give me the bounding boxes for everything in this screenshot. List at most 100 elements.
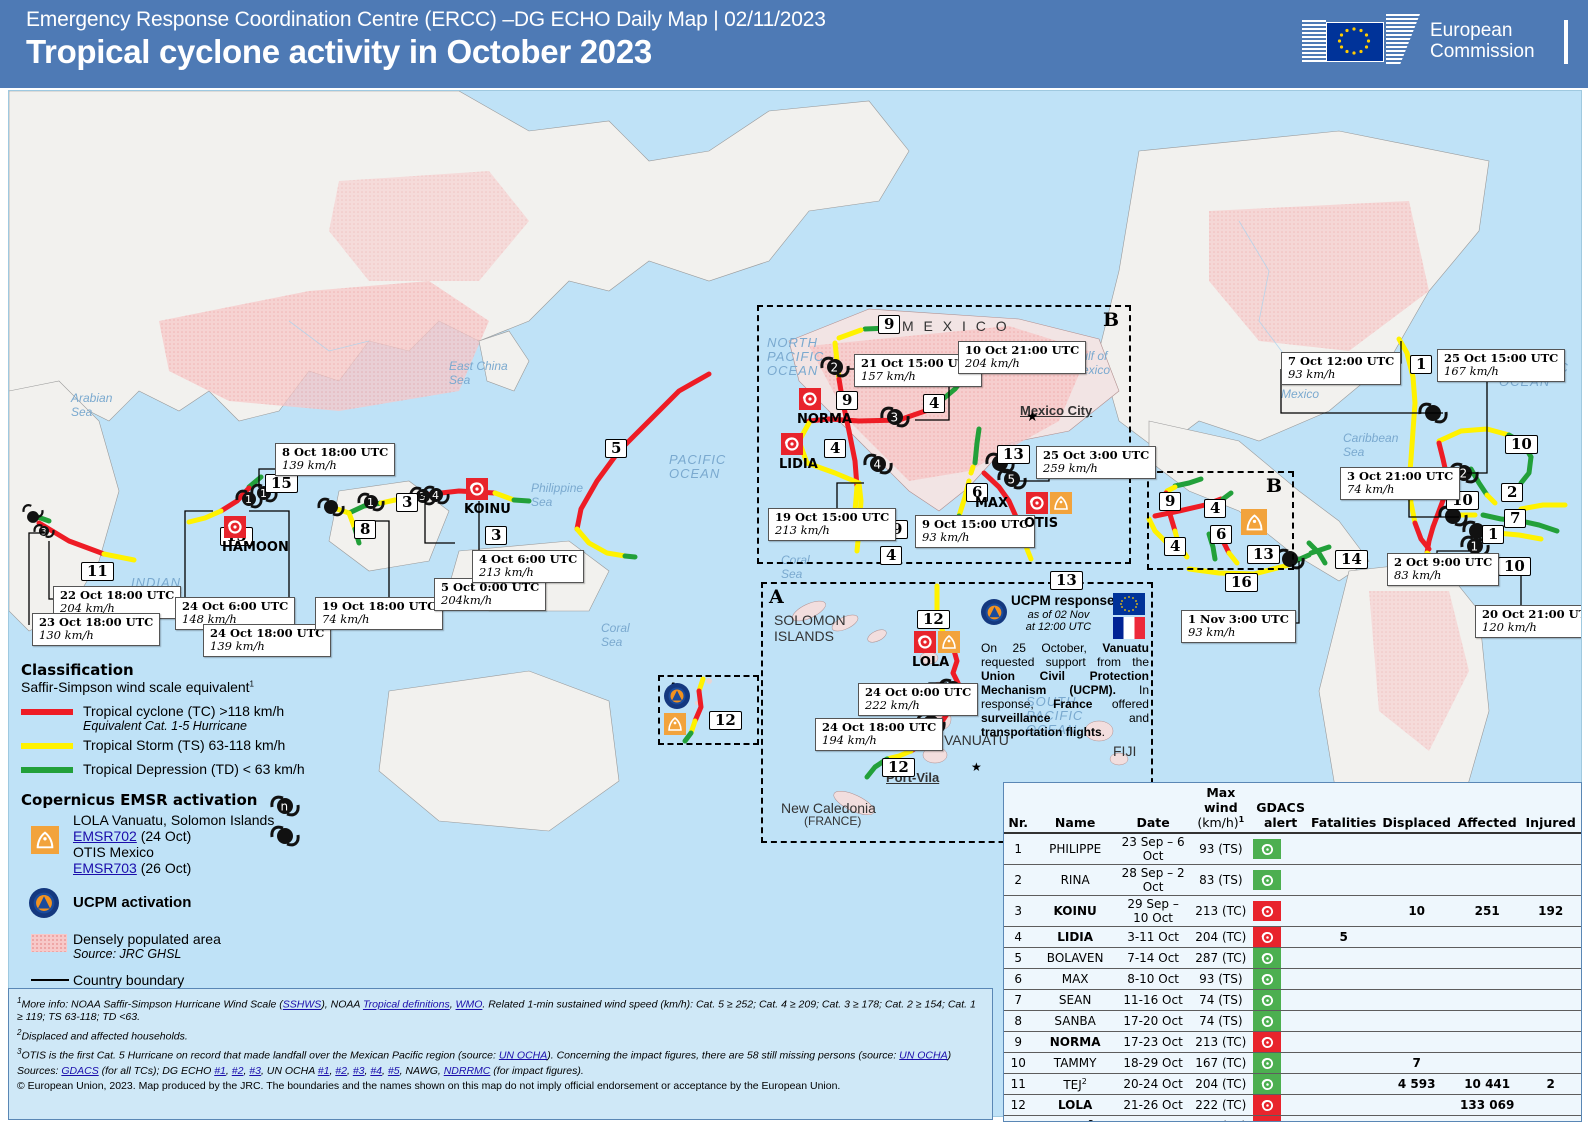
footnote-1: 1More info: NOAA Saffir-Simpson Hurrican… xyxy=(17,996,976,1023)
table-row[interactable]: 9 NORMA 17-23 Oct 213 (TC) xyxy=(1004,1031,1581,1054)
emsr703-link[interactable]: EMSR703 xyxy=(73,860,137,876)
unocha-link-1[interactable]: UN OCHA xyxy=(498,1049,548,1061)
table-cell-num xyxy=(1307,1073,1380,1096)
gdacs-alert-green-icon xyxy=(1253,1053,1282,1074)
track-number-box[interactable]: 12 xyxy=(917,610,950,629)
svg-text:n: n xyxy=(281,800,289,814)
legend-boundary-label: Country boundary xyxy=(73,972,185,988)
table-row[interactable]: 11 TEJ2 20-24 Oct 204 (TC) 4 593 10 441 2 xyxy=(1004,1073,1581,1096)
callout-wind: 204km/h xyxy=(441,593,493,607)
track-number-box[interactable]: 12 xyxy=(882,758,915,777)
svg-text:1: 1 xyxy=(367,496,374,509)
table-row[interactable]: 6 MAX 8-10 Oct 93 (TS) xyxy=(1004,968,1581,991)
track-number-box[interactable]: 4 xyxy=(923,394,946,413)
gdacs-alert-green-icon xyxy=(1253,839,1282,860)
ucpm-asof-line2: at 12:00 UTC xyxy=(1025,621,1092,633)
ucpm-activation-icon-overview xyxy=(664,683,690,709)
table-cell-num xyxy=(1520,968,1581,991)
track-number-box[interactable]: 4 xyxy=(880,546,903,565)
track-number-box[interactable]: 6 xyxy=(966,483,989,502)
copernicus-emsr-icon-mexico xyxy=(1241,509,1267,535)
track-number-box[interactable]: 1 xyxy=(1482,525,1505,544)
track-number-box[interactable]: 11 xyxy=(81,562,114,581)
table-row[interactable]: 1 PHILIPPE 23 Sep – 6 Oct 93 (TS) xyxy=(1004,833,1581,866)
track-number-box[interactable]: 3 xyxy=(396,493,419,512)
table-cell-num xyxy=(1379,926,1454,949)
track-number-box[interactable]: 10 xyxy=(1498,557,1531,576)
unocha-link-2[interactable]: UN OCHA xyxy=(899,1049,948,1061)
track-number-box[interactable]: 5 xyxy=(605,439,628,458)
ucpm-asof-line1: as of 02 Nov xyxy=(1027,609,1090,621)
track-number-box[interactable]: 7 xyxy=(1504,509,1527,528)
sources-mid3: , NAWG, xyxy=(399,1064,444,1077)
echo-link-3[interactable]: #3 xyxy=(249,1064,261,1077)
ndrrmc-link[interactable]: NDRRMC xyxy=(443,1064,491,1077)
track-number-box[interactable]: 13 xyxy=(1247,545,1280,564)
table-row[interactable]: 8 SANBA 17-20 Oct 74 (TS) xyxy=(1004,1010,1581,1033)
track-number-box[interactable]: 6 xyxy=(1210,525,1233,544)
ocha-link-2[interactable]: #2 xyxy=(335,1064,347,1077)
ocha-link-4[interactable]: #4 xyxy=(370,1064,383,1077)
track-number-box[interactable]: 13 xyxy=(1050,571,1083,590)
table-cell-num xyxy=(1307,1052,1380,1075)
table-row[interactable]: 13OTIS322-25 Oct259 (TC) 46 296 000 xyxy=(1004,1115,1581,1121)
table-cell-nr: 2 xyxy=(1004,864,1033,897)
ocha-link-1[interactable]: #1 xyxy=(317,1064,330,1077)
legend-item-tc: Tropical cyclone (TC) >118 km/h Equivale… xyxy=(21,703,351,733)
table-cell-num xyxy=(1307,1031,1380,1054)
track-number-box[interactable]: 9 xyxy=(1159,492,1182,511)
track-number-box[interactable]: 15 xyxy=(265,474,298,493)
legend-classification-sub-text: Saffir-Simpson wind scale equivalent xyxy=(21,679,250,695)
table-row[interactable]: 5 BOLAVEN 7-14 Oct 287 (TC) xyxy=(1004,947,1581,970)
track-number-box[interactable]: 4 xyxy=(1164,537,1187,556)
sshws-link[interactable]: SSHWS xyxy=(282,998,322,1011)
table-row[interactable]: 2 RINA 28 Sep – 2 Oct 83 (TS) xyxy=(1004,864,1581,897)
table-row[interactable]: 12 LOLA 21-26 Oct 222 (TC) 133 069 xyxy=(1004,1094,1581,1117)
table-cell-wind: 167 (TC) xyxy=(1188,1052,1254,1075)
gdacs-alert-icon xyxy=(466,478,488,500)
track-number-box[interactable]: 9 xyxy=(878,315,901,334)
ocha-link-3[interactable]: #3 xyxy=(352,1064,365,1077)
callout-date: 20 Oct 21:00 UTC xyxy=(1482,607,1581,621)
echo-link-1[interactable]: #1 xyxy=(214,1064,226,1077)
table-row[interactable]: 3 KOINU 29 Sep – 10 Oct 213 (TC) 10 251 192 xyxy=(1004,895,1581,928)
track-number-box[interactable]: 3 xyxy=(485,526,508,545)
world-map[interactable]: Arabian Sea East China Sea Philippine Sea PACI… xyxy=(8,90,1582,1117)
gdacs-link[interactable]: GDACS xyxy=(61,1064,99,1077)
table-row[interactable]: 7 SEAN 11-16 Oct 74 (TS) xyxy=(1004,989,1581,1012)
callout-wind: 93 km/h xyxy=(922,530,970,544)
callout-date: 7 Oct 12:00 UTC xyxy=(1288,354,1395,368)
track-number-box[interactable]: 9 xyxy=(836,391,859,410)
track-number-box[interactable]: 13 xyxy=(997,445,1030,464)
emsr702-link[interactable]: EMSR702 xyxy=(73,828,137,844)
country-label-line: (FRANCE) xyxy=(804,814,862,828)
track-number-box[interactable]: 10 xyxy=(1505,435,1538,454)
table-row[interactable]: 10 TAMMY 18-29 Oct 167 (TC) 7 xyxy=(1004,1052,1581,1075)
table-row[interactable]: 4 LIDIA 3-11 Oct 204 (TC) 5 xyxy=(1004,926,1581,949)
track-number-box[interactable]: 12 xyxy=(709,711,742,730)
tropical-definitions-link[interactable]: Tropical definitions xyxy=(362,998,450,1011)
callout-date: 23 Oct 18:00 UTC xyxy=(39,615,154,629)
track-number-box[interactable]: 8 xyxy=(354,520,377,539)
track-number-box[interactable]: 4 xyxy=(824,439,847,458)
table-cell-num xyxy=(1453,864,1521,897)
table-cell-gdacs-alert xyxy=(1253,1052,1308,1075)
track-number-box[interactable]: 14 xyxy=(1335,550,1368,569)
table-cell-gdacs-alert xyxy=(1253,1073,1308,1096)
ocha-link-5[interactable]: #5 xyxy=(387,1064,400,1077)
track-number-box[interactable]: 1 xyxy=(1410,355,1433,374)
track-number-box[interactable]: 16 xyxy=(1225,573,1258,592)
table-cell-num xyxy=(1520,1052,1581,1075)
wmo-link[interactable]: WMO xyxy=(455,998,483,1011)
echo-link-2[interactable]: #2 xyxy=(231,1064,244,1077)
gdacs-alert-red-icon xyxy=(1253,901,1282,922)
table-cell-date: 7-14 Oct xyxy=(1117,947,1189,970)
track-number-box[interactable]: 2 xyxy=(1501,483,1524,502)
ucpm-response-title: UCPM response xyxy=(1011,593,1115,608)
track-callout: 8 Oct 18:00 UTC 139 km/h xyxy=(275,443,396,476)
header-subtitle: Emergency Response Coordination Centre (… xyxy=(26,8,826,31)
callout-date: 24 Oct 6:00 UTC xyxy=(182,599,289,613)
sources-line: Sources: GDACS (for all TCs); DG ECHO #1… xyxy=(17,1064,584,1077)
track-number-box[interactable]: 4 xyxy=(1204,499,1227,518)
tropical-cyclone-table-panel[interactable]: Nr. Name Date Max wind (km/h)1 GDACS ale… xyxy=(1003,782,1582,1122)
